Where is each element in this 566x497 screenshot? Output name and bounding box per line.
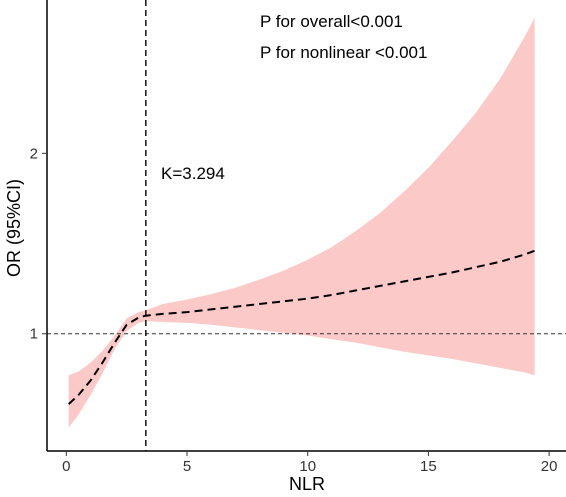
x-tick-label: 10 [299,458,316,475]
tick-labels: 0 5 10 15 20 1 2 [30,145,558,475]
x-axis-title: NLR [289,474,325,494]
reference-lines [47,0,566,451]
x-tick-label: 15 [420,458,437,475]
knot-annotation: K=3.294 [161,164,225,183]
p-overall-annotation: P for overall<0.001 [260,12,403,31]
y-axis-title: OR (95%CI) [4,179,24,277]
p-nonlinear-annotation: P for nonlinear <0.001 [260,43,427,62]
y-tick-label: 2 [30,145,38,162]
fitted-line-layer [68,249,535,405]
fitted-or-line [68,249,535,405]
x-tick-label: 0 [62,458,70,475]
x-tick-label: 20 [541,458,558,475]
confidence-band-layer [68,18,535,428]
axes [46,0,566,452]
confidence-band [68,18,535,428]
x-tick-label: 5 [183,458,191,475]
y-tick-label: 1 [30,326,38,343]
